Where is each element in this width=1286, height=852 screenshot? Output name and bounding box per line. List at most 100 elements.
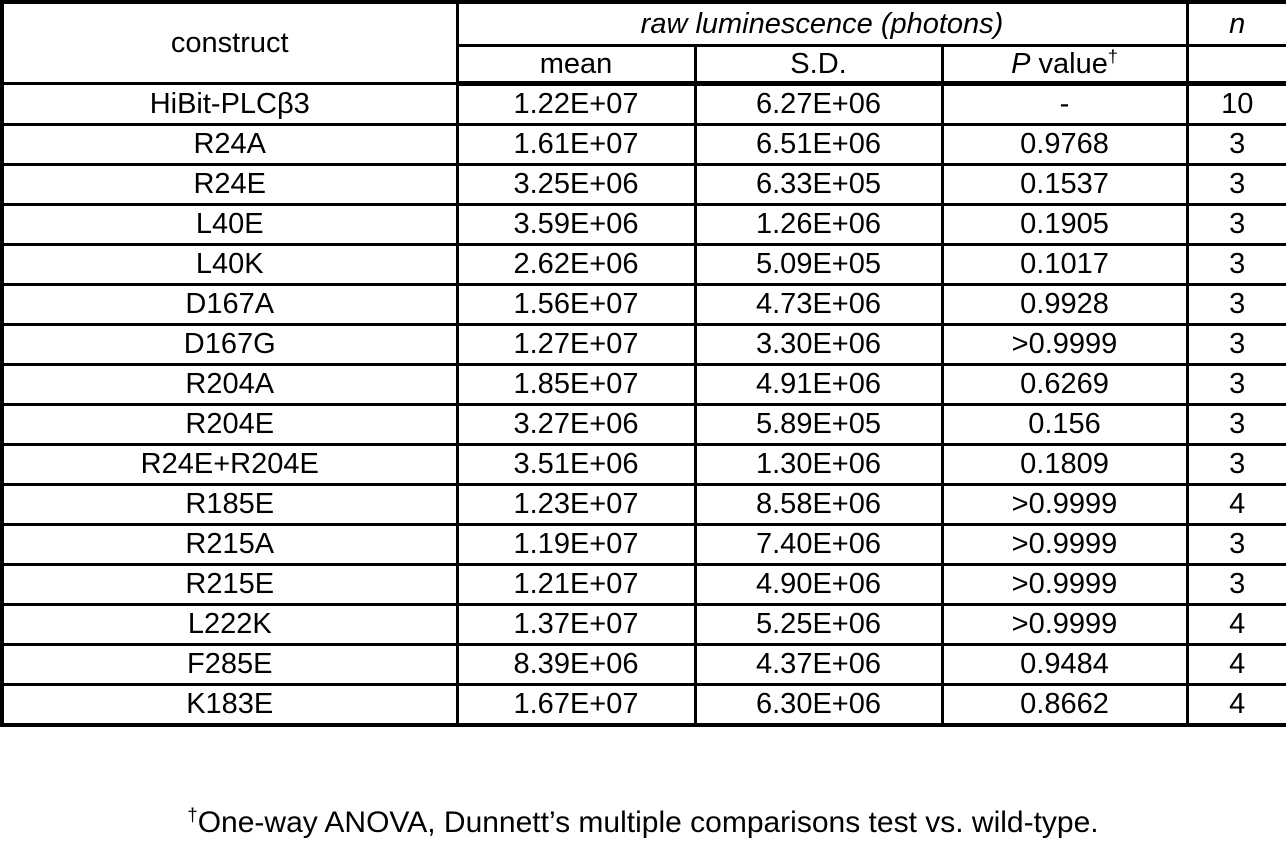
header-sd: S.D. [693, 44, 944, 86]
header-n: n [1185, 0, 1286, 47]
table-row: R215E 1.21E+07 4.90E+06 >0.9999 3 [0, 563, 1286, 606]
cell-sd: 6.33E+05 [693, 163, 944, 206]
table-row: L40K 2.62E+06 5.09E+05 0.1017 3 [0, 243, 1286, 286]
cell-sd: 6.30E+06 [693, 683, 944, 727]
footnote: †One-way ANOVA, Dunnett’s multiple compa… [0, 804, 1286, 840]
cell-construct: R204A [0, 363, 459, 406]
table-row: R204E 3.27E+06 5.89E+05 0.156 3 [0, 403, 1286, 446]
table-row: R24E 3.25E+06 6.33E+05 0.1537 3 [0, 163, 1286, 206]
cell-sd: 5.09E+05 [693, 243, 944, 286]
cell-n: 3 [1185, 403, 1286, 446]
cell-mean: 1.61E+07 [455, 123, 697, 166]
cell-construct: R24E+R204E [0, 443, 459, 486]
cell-p-value: - [940, 82, 1189, 126]
header-raw-luminescence: raw luminescence (photons) [455, 0, 1189, 47]
header-construct: construct [0, 0, 459, 85]
header-row-sub: mean S.D. P value† [2, 44, 1286, 86]
cell-mean: 1.21E+07 [455, 563, 697, 606]
cell-mean: 3.25E+06 [455, 163, 697, 206]
cell-mean: 3.27E+06 [455, 403, 697, 446]
cell-construct: HiBit-PLCβ3 [0, 82, 459, 126]
table-header: construct raw luminescence (photons) n m… [0, 0, 1286, 86]
cell-construct: K183E [0, 683, 459, 727]
cell-n: 3 [1185, 163, 1286, 206]
cell-p-value: 0.8662 [940, 683, 1189, 727]
table-row: D167G 1.27E+07 3.30E+06 >0.9999 3 [0, 323, 1286, 366]
cell-p-value: 0.1537 [940, 163, 1189, 206]
cell-construct: R24A [0, 123, 459, 166]
cell-n: 4 [1185, 483, 1286, 526]
header-n-empty [1185, 44, 1286, 86]
cell-construct: R24E [0, 163, 459, 206]
table-body: HiBit-PLCβ3 1.22E+07 6.27E+06 - 10 R24A … [0, 82, 1286, 727]
cell-sd: 4.90E+06 [693, 563, 944, 606]
cell-sd: 7.40E+06 [693, 523, 944, 566]
cell-mean: 1.27E+07 [455, 323, 697, 366]
table-row: R185E 1.23E+07 8.58E+06 >0.9999 4 [0, 483, 1286, 526]
cell-n: 4 [1185, 683, 1286, 727]
cell-mean: 1.22E+07 [455, 82, 697, 126]
cell-mean: 1.67E+07 [455, 683, 697, 727]
cell-p-value: 0.1905 [940, 203, 1189, 246]
table-row: L40E 3.59E+06 1.26E+06 0.1905 3 [0, 203, 1286, 246]
cell-construct: L40K [0, 243, 459, 286]
cell-n: 3 [1185, 443, 1286, 486]
cell-n: 3 [1185, 523, 1286, 566]
dagger-symbol: † [187, 804, 198, 825]
cell-sd: 3.30E+06 [693, 323, 944, 366]
table-row: R24A 1.61E+07 6.51E+06 0.9768 3 [0, 123, 1286, 166]
table-row: L222K 1.37E+07 5.25E+06 >0.9999 4 [0, 603, 1286, 646]
cell-mean: 1.19E+07 [455, 523, 697, 566]
cell-construct: R215E [0, 563, 459, 606]
cell-construct: R204E [0, 403, 459, 446]
cell-p-value: >0.9999 [940, 603, 1189, 646]
cell-construct: R215A [0, 523, 459, 566]
table-row: HiBit-PLCβ3 1.22E+07 6.27E+06 - 10 [0, 82, 1286, 126]
cell-n: 3 [1185, 243, 1286, 286]
cell-p-value: >0.9999 [940, 483, 1189, 526]
cell-p-value: >0.9999 [940, 563, 1189, 606]
table-row: F285E 8.39E+06 4.37E+06 0.9484 4 [0, 643, 1286, 686]
cell-sd: 5.89E+05 [693, 403, 944, 446]
cell-n: 3 [1185, 203, 1286, 246]
cell-mean: 8.39E+06 [455, 643, 697, 686]
header-p-rest: value [1030, 47, 1108, 80]
cell-p-value: 0.1017 [940, 243, 1189, 286]
cell-mean: 2.62E+06 [455, 243, 697, 286]
header-row-top: construct raw luminescence (photons) n [0, 0, 1286, 85]
cell-sd: 8.58E+06 [693, 483, 944, 526]
header-mean: mean [455, 44, 697, 86]
cell-p-value: >0.9999 [940, 323, 1189, 366]
cell-construct: L40E [0, 203, 459, 246]
cell-p-value: 0.9484 [940, 643, 1189, 686]
cell-n: 3 [1185, 283, 1286, 326]
cell-p-value: 0.1809 [940, 443, 1189, 486]
cell-mean: 3.51E+06 [455, 443, 697, 486]
cell-mean: 1.85E+07 [455, 363, 697, 406]
cell-construct: F285E [0, 643, 459, 686]
cell-p-value: 0.156 [940, 403, 1189, 446]
cell-mean: 1.56E+07 [455, 283, 697, 326]
header-p-value: P value† [940, 44, 1189, 86]
cell-construct: R185E [0, 483, 459, 526]
cell-n: 3 [1185, 123, 1286, 166]
cell-sd: 1.26E+06 [693, 203, 944, 246]
cell-n: 4 [1185, 603, 1286, 646]
cell-mean: 1.23E+07 [455, 483, 697, 526]
table-row: R204A 1.85E+07 4.91E+06 0.6269 3 [0, 363, 1286, 406]
table-row: R24E+R204E 3.51E+06 1.30E+06 0.1809 3 [0, 443, 1286, 486]
dagger-symbol: † [1107, 45, 1118, 66]
cell-construct: D167G [0, 323, 459, 366]
cell-n: 10 [1185, 82, 1286, 126]
cell-p-value: 0.6269 [940, 363, 1189, 406]
cell-n: 3 [1185, 563, 1286, 606]
table-row: R215A 1.19E+07 7.40E+06 >0.9999 3 [0, 523, 1286, 566]
cell-sd: 4.91E+06 [693, 363, 944, 406]
cell-sd: 6.27E+06 [693, 82, 944, 126]
header-p-italic: P [1011, 47, 1031, 80]
cell-sd: 1.30E+06 [693, 443, 944, 486]
cell-sd: 4.37E+06 [693, 643, 944, 686]
cell-mean: 1.37E+07 [455, 603, 697, 646]
cell-sd: 6.51E+06 [693, 123, 944, 166]
